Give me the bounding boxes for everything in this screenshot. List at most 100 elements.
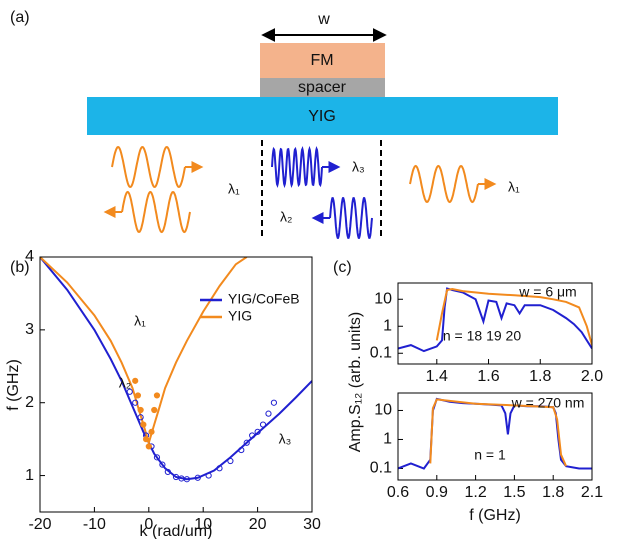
data-point xyxy=(205,472,212,479)
chart: 1.4 1.6 1.8 2.0 0.1 1 10 (c) w = 6 μm n = 18 19 2… xyxy=(333,259,603,385)
annotation: n = 18 19 20 xyxy=(443,328,521,344)
annotation: n = 1 xyxy=(474,447,506,463)
data-point xyxy=(148,428,155,435)
data-point xyxy=(132,377,139,384)
x-tick-label: 0.9 xyxy=(426,484,448,501)
annotation: λ₂ xyxy=(119,375,131,391)
x-tick-label: 1.5 xyxy=(503,484,525,501)
wavelength-label: λ₁ xyxy=(228,181,240,197)
data-point xyxy=(172,473,180,481)
spin-wave xyxy=(409,164,479,204)
legend-label: YIG/CoFeB xyxy=(228,291,300,307)
y-tick-label: 10 xyxy=(374,402,392,419)
wavelength-label: λ₁ xyxy=(508,179,520,195)
panel-label: (c) xyxy=(333,259,352,276)
y-tick-label: 10 xyxy=(374,290,392,307)
x-tick-label: 1.6 xyxy=(477,368,499,385)
y-axis-label: f (GHz) xyxy=(5,359,22,411)
data-point xyxy=(140,421,147,428)
spin-wave xyxy=(329,197,373,239)
y-tick-label: 1 xyxy=(25,467,34,484)
y-tick-label: 1 xyxy=(383,317,392,334)
x-tick-label: 2.0 xyxy=(581,368,603,385)
plot-frame xyxy=(39,256,313,513)
spacer-layer xyxy=(260,78,385,97)
x-tick-label: 2.1 xyxy=(581,484,603,501)
annotation: w = 6 μm xyxy=(518,284,576,300)
plot-area xyxy=(398,287,592,353)
data-point xyxy=(145,443,152,450)
spin-wave xyxy=(271,145,323,189)
panel-label: (b) xyxy=(10,259,30,276)
data-point xyxy=(238,446,245,454)
x-tick-label: 1.8 xyxy=(529,368,551,385)
data-point xyxy=(151,406,158,414)
annotation: λ₁ xyxy=(134,313,146,329)
wavelength-label: λ₃ xyxy=(352,159,365,175)
data-point xyxy=(159,461,166,468)
data-point xyxy=(254,428,261,435)
data-point xyxy=(259,421,267,428)
series-line xyxy=(398,287,592,353)
width-label: w xyxy=(317,11,330,28)
y-tick-label: 3 xyxy=(25,321,34,338)
x-tick-label: 1.4 xyxy=(426,368,448,385)
x-tick-label: 1.8 xyxy=(542,484,564,501)
spin-wave xyxy=(121,190,191,234)
plot-area xyxy=(398,397,592,470)
x-axis-label: f (GHz) xyxy=(469,507,521,524)
data-point xyxy=(216,465,223,472)
data-point xyxy=(227,457,234,465)
panel-label: (a) xyxy=(10,9,30,26)
fm-layer xyxy=(260,43,385,78)
data-point xyxy=(183,476,190,483)
yig-layer xyxy=(87,97,558,135)
data-point xyxy=(194,474,201,481)
series-line xyxy=(429,398,568,467)
data-point xyxy=(132,399,139,406)
layer-label: YIG xyxy=(308,108,336,125)
x-tick-label: 10 xyxy=(194,516,212,533)
annotation: λ₃ xyxy=(279,431,292,447)
layer-label: spacer xyxy=(298,79,347,96)
x-axis-label: k (rad/um) xyxy=(140,523,213,539)
data-point xyxy=(164,468,171,476)
annotation: w = 270 nm xyxy=(511,395,585,411)
data-point xyxy=(126,388,133,395)
data-point xyxy=(243,439,250,446)
x-tick-label: 0 xyxy=(144,516,153,533)
data-point xyxy=(265,410,272,417)
y-tick-label: 2 xyxy=(25,394,34,411)
spin-wave xyxy=(111,145,186,189)
legend-label: YIG xyxy=(228,308,252,324)
x-tick-label: 0.6 xyxy=(387,484,409,501)
layer-label: FM xyxy=(310,52,333,69)
data-point xyxy=(137,406,144,414)
chart: -20 -10 0 10 20 30 1 2 3 4(b) k (rad/um) f (GHz) λ₁ λ… xyxy=(5,248,321,539)
x-tick-label: 30 xyxy=(303,516,321,533)
panel-a: (a) w FM spacer YIG λ₁ λ₃ λ₂ λ₁ xyxy=(10,9,558,240)
y-tick-label: 0.1 xyxy=(370,460,392,477)
data-point xyxy=(153,454,161,461)
wavelength-label: λ₂ xyxy=(280,209,292,225)
data-point xyxy=(142,436,150,443)
y-axis-label: Amp.S₁₂ (arb. units) xyxy=(347,312,364,453)
y-tick-label: 0.1 xyxy=(370,344,392,361)
x-tick-label: -10 xyxy=(83,516,106,533)
data-point xyxy=(249,432,256,439)
x-tick-label: -20 xyxy=(28,516,51,533)
series-line xyxy=(40,257,248,447)
plot-frame xyxy=(397,392,593,481)
series-line xyxy=(435,287,592,346)
x-tick-label: 20 xyxy=(249,516,267,533)
plot-frame xyxy=(397,282,593,365)
data-point xyxy=(153,392,161,399)
data-point xyxy=(137,414,144,421)
x-tick-label: 1.2 xyxy=(464,484,486,501)
y-tick-label: 1 xyxy=(383,431,392,448)
data-point xyxy=(270,399,278,406)
y-tick-label: 4 xyxy=(25,248,34,265)
chart: 0.6 0.9 1.2 1.5 1.8 2.1 0.1 1 10 f (GHz) Amp.S₁₂ (… xyxy=(347,312,603,525)
data-point xyxy=(134,392,142,399)
